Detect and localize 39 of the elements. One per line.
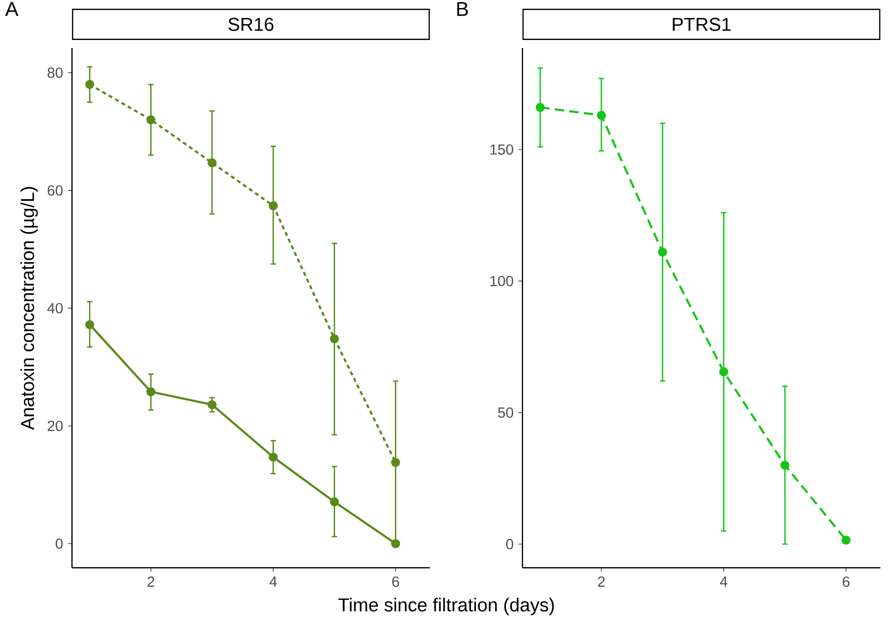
- y-axis-title: Anatoxin concentration (µg/L): [20, 187, 38, 430]
- point: [268, 452, 278, 462]
- y-tick-label: 0: [56, 538, 63, 549]
- point: [268, 201, 278, 210]
- x-tick-label: 2: [598, 576, 605, 587]
- y-tick-label: 0: [506, 539, 514, 550]
- x-tick-label: 4: [269, 576, 277, 587]
- text: B: [457, 2, 468, 16]
- x-tick-label: 6: [392, 576, 400, 587]
- text: A: [5, 2, 18, 16]
- point: [330, 334, 339, 344]
- point: [85, 320, 94, 330]
- point: [536, 103, 545, 112]
- point: [842, 536, 851, 545]
- point: [719, 367, 728, 376]
- point: [780, 460, 790, 470]
- point: [146, 387, 156, 396]
- point: [330, 497, 339, 506]
- point: [146, 115, 156, 124]
- y-tick-label: 150: [490, 144, 514, 155]
- y-tick-label: 60: [48, 185, 63, 196]
- point: [208, 158, 217, 168]
- point: [596, 110, 606, 120]
- y-tick-label: 40: [47, 303, 63, 314]
- x-tick-label: 6: [842, 576, 850, 587]
- x-tick-label: 4: [720, 576, 728, 587]
- point: [391, 458, 400, 468]
- y-tick-label: 50: [498, 408, 514, 418]
- x-tick-label: 2: [148, 576, 154, 587]
- point: [208, 400, 217, 410]
- x-axis-title: Time since filtration (days): [338, 598, 554, 616]
- y-tick-label: 80: [48, 68, 63, 78]
- point: [658, 248, 668, 257]
- chart-title: SR16: [228, 18, 274, 32]
- point: [391, 539, 400, 548]
- y-tick-label: 20: [48, 420, 63, 432]
- chart-title: PTRS1: [672, 18, 731, 32]
- point: [85, 80, 94, 90]
- y-tick-label: 100: [490, 276, 514, 286]
